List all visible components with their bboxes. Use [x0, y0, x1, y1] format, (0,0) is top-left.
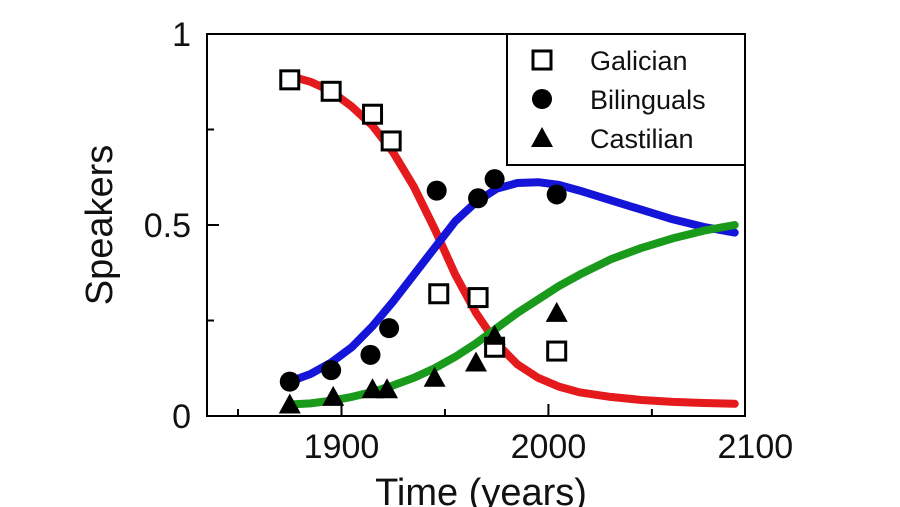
- data-point-galician: [428, 283, 450, 305]
- data-point-castilian: [322, 385, 345, 406]
- legend-marker-castilian: [531, 127, 553, 147]
- data-point-galician: [467, 287, 489, 309]
- data-point-bilinguals: [279, 371, 300, 392]
- plot-frame: [206, 33, 746, 417]
- data-point-castilian: [423, 366, 446, 387]
- data-point-castilian: [361, 378, 384, 399]
- x-tick-label: 1900: [304, 428, 380, 466]
- fit-line-bilinguals: [285, 178, 739, 386]
- legend-marker-galician: [531, 49, 553, 71]
- data-point-castilian: [483, 324, 506, 345]
- data-point-bilinguals: [546, 184, 567, 205]
- data-point-galician: [362, 103, 384, 125]
- legend: Galician Bilinguals Castilian: [506, 33, 746, 166]
- data-point-castilian: [278, 393, 301, 414]
- fit-line-galician: [285, 72, 739, 408]
- x-axis-title: Time (years): [375, 472, 587, 507]
- tick-labels: 1900 2000 2100 0 0.5 1: [144, 16, 793, 466]
- data-point-castilian: [465, 351, 487, 372]
- data-point-bilinguals: [484, 169, 505, 190]
- legend-label-castilian: Castilian: [590, 124, 694, 154]
- data-point-bilinguals: [426, 180, 447, 201]
- data-point-castilian: [545, 301, 568, 322]
- x-tick-label: 2000: [511, 428, 587, 466]
- y-tick-label: 0: [172, 398, 191, 436]
- data-point-bilinguals: [360, 344, 381, 365]
- y-tick-label: 1: [172, 16, 191, 54]
- data-point-galician: [320, 80, 342, 102]
- data-point-bilinguals: [321, 360, 342, 381]
- axis-ticks: [207, 128, 653, 416]
- data-point-bilinguals: [468, 188, 489, 209]
- data-point-castilian: [376, 378, 399, 399]
- data-point-galician: [546, 340, 568, 362]
- legend-label-galician: Galician: [590, 46, 688, 76]
- legend-marker-bilinguals: [532, 89, 552, 109]
- legend-label-bilinguals: Bilinguals: [590, 85, 706, 115]
- data-point-galician: [279, 69, 301, 91]
- fit-line-castilian: [285, 221, 739, 409]
- data-point-galician: [380, 130, 402, 152]
- y-tick-label: 0.5: [144, 207, 191, 245]
- data-points: [278, 69, 568, 414]
- y-axis-title: Speakers: [79, 145, 121, 306]
- x-tick-label: 2100: [718, 428, 794, 466]
- data-point-bilinguals: [379, 318, 400, 339]
